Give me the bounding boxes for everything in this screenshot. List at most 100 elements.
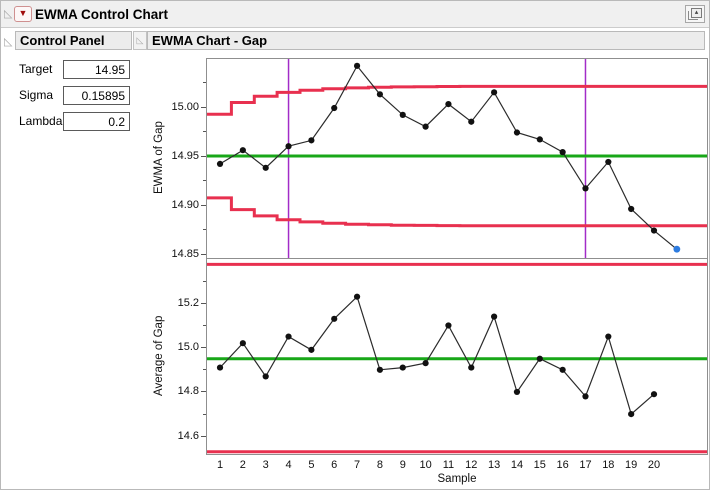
x-tick-label: 6 [331, 459, 338, 471]
chart-section-disclosure-button[interactable]: ◺ [133, 31, 147, 50]
y-tick-label: 14.6 [177, 429, 199, 442]
lambda-field[interactable] [63, 112, 130, 131]
y-tick-mark [201, 253, 206, 255]
x-tick-label: 5 [308, 459, 315, 471]
data-point[interactable] [513, 129, 521, 136]
data-point[interactable] [468, 118, 475, 125]
y-minor-tick-mark [203, 131, 206, 133]
data-point[interactable] [422, 123, 429, 130]
x-tick-label: 19 [625, 459, 638, 471]
data-point[interactable] [605, 333, 612, 340]
data-point[interactable] [491, 89, 498, 96]
data-point[interactable] [582, 185, 589, 192]
data-point[interactable] [262, 164, 269, 171]
report-title-bar: ◺ ▼ EWMA Control Chart ▴ [1, 1, 709, 28]
data-point[interactable] [536, 136, 543, 143]
data-point[interactable] [559, 149, 566, 156]
red-triangle-menu-icon[interactable]: ▼ [14, 6, 32, 22]
x-tick-label: 4 [285, 459, 292, 471]
y-tick-label: 15.2 [177, 296, 199, 309]
y-tick-label: 15.00 [171, 100, 199, 113]
data-point[interactable] [285, 333, 292, 340]
chart-section-header[interactable]: EWMA Chart - Gap [147, 31, 705, 50]
y-tick-label: 14.8 [177, 385, 199, 398]
data-point[interactable] [308, 137, 315, 144]
pop-out-window-button[interactable]: ▴ [685, 5, 705, 23]
chart-disclosure-icon: ◺ [136, 35, 144, 45]
x-tick-label: 20 [647, 459, 661, 471]
lcl-line [207, 196, 707, 228]
y-tick-mark [201, 302, 206, 304]
pop-out-back-frame [688, 11, 698, 20]
y-minor-tick-mark [203, 180, 206, 182]
data-point[interactable] [285, 143, 292, 150]
y-tick-mark [201, 347, 206, 349]
data-point[interactable] [399, 364, 406, 371]
data-point[interactable] [376, 91, 384, 98]
data-point[interactable] [536, 355, 543, 362]
x-tick-label: 9 [399, 459, 406, 471]
ewma-chart-plot[interactable] [206, 58, 708, 259]
outline-disclosure-icon[interactable]: ◺ [4, 8, 13, 20]
data-point[interactable] [445, 100, 452, 108]
y-tick-label: 14.85 [171, 247, 199, 260]
y-minor-tick-mark [203, 369, 206, 371]
y-minor-tick-mark [203, 413, 206, 415]
data-point[interactable] [216, 364, 224, 371]
control-panel-disclosure-icon[interactable]: ◺ [4, 36, 13, 48]
control-panel-header[interactable]: Control Panel [15, 31, 132, 50]
y-tick-mark [201, 435, 206, 437]
data-point[interactable] [399, 111, 406, 118]
x-tick-label: 15 [533, 459, 546, 471]
x-tick-label: 17 [579, 459, 592, 471]
forecast-point[interactable] [673, 245, 681, 253]
x-tick-label: 13 [487, 459, 501, 471]
data-point[interactable] [239, 147, 246, 154]
data-point[interactable] [650, 227, 658, 234]
data-point[interactable] [628, 205, 635, 213]
data-point[interactable] [491, 313, 498, 320]
x-tick-label: 7 [354, 459, 361, 471]
data-point[interactable] [605, 158, 612, 166]
y-minor-tick-mark [203, 280, 206, 282]
pop-out-arrow-icon: ▴ [691, 8, 702, 18]
x-tick-label: 16 [556, 459, 569, 471]
target-label: Target [19, 62, 53, 76]
data-point[interactable] [422, 360, 429, 367]
data-point[interactable] [262, 373, 269, 380]
y-tick-mark [201, 204, 206, 206]
data-point[interactable] [353, 62, 361, 69]
y-minor-tick-mark [203, 82, 206, 84]
y-minor-tick-mark [203, 324, 206, 326]
data-point[interactable] [216, 160, 224, 167]
average-chart-plot[interactable] [206, 258, 708, 455]
data-point[interactable] [239, 340, 246, 347]
x-tick-label: 3 [262, 459, 269, 471]
y-tick-mark [201, 106, 206, 108]
average-y-axis-title: Average of Gap [153, 315, 165, 396]
data-point[interactable] [513, 388, 521, 396]
data-point[interactable] [376, 366, 384, 373]
x-tick-label: 8 [376, 459, 383, 471]
x-tick-label: 12 [465, 459, 478, 471]
x-tick-label: 10 [419, 459, 432, 471]
y-tick-label: 15.0 [177, 341, 199, 354]
sigma-field[interactable] [63, 86, 130, 105]
y-minor-tick-mark [203, 229, 206, 231]
data-point[interactable] [468, 364, 475, 371]
data-point[interactable] [582, 393, 589, 400]
x-tick-label: 18 [602, 459, 615, 471]
data-point[interactable] [559, 366, 566, 373]
data-point[interactable] [308, 346, 315, 353]
x-axis-title: Sample [437, 473, 477, 485]
target-field[interactable] [63, 60, 130, 79]
data-point[interactable] [628, 411, 635, 418]
data-point[interactable] [650, 391, 658, 398]
series-line [219, 295, 655, 416]
data-point[interactable] [445, 322, 452, 329]
y-tick-mark [201, 391, 206, 393]
data-point[interactable] [331, 315, 338, 322]
data-point[interactable] [331, 104, 338, 112]
data-point[interactable] [353, 293, 361, 300]
